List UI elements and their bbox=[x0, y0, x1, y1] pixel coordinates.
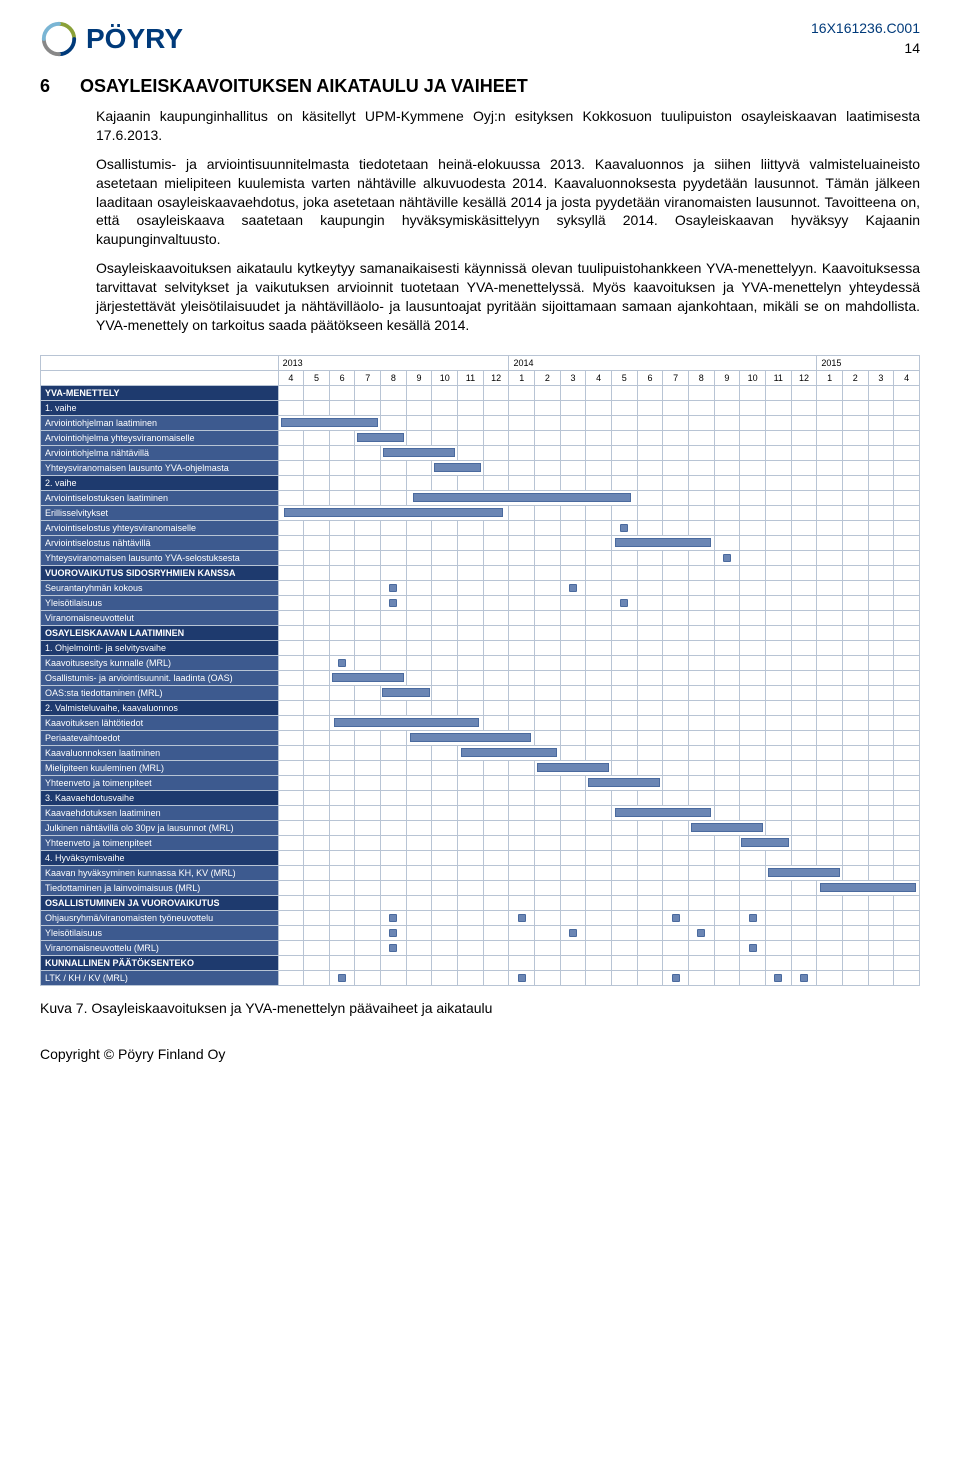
gantt-row-label: OSAYLEISKAAVAN LAATIMINEN bbox=[41, 625, 279, 640]
gantt-row-label: Kaavaehdotuksen laatiminen bbox=[41, 805, 279, 820]
gantt-row-label: Ohjausryhmä/viranomaisten työneuvottelu bbox=[41, 910, 279, 925]
section-number: 6 bbox=[40, 76, 60, 97]
gantt-row-label: Erillisselvitykset bbox=[41, 505, 279, 520]
gantt-row-label: 2. vaihe bbox=[41, 475, 279, 490]
gantt-row-label: Arviointiohjelman laatiminen bbox=[41, 415, 279, 430]
page-header: PÖYRY 16X161236.C001 14 bbox=[40, 20, 920, 58]
gantt-row-label: OAS:sta tiedottaminen (MRL) bbox=[41, 685, 279, 700]
gantt-row-label: Tiedottaminen ja lainvoimaisuus (MRL) bbox=[41, 880, 279, 895]
gantt-row-label: 4. Hyväksymisvaihe bbox=[41, 850, 279, 865]
gantt-row-label: 2. Valmisteluvaihe, kaavaluonnos bbox=[41, 700, 279, 715]
section-heading: 6 OSAYLEISKAAVOITUKSEN AIKATAULU JA VAIH… bbox=[40, 76, 920, 97]
gantt-row-label: VUOROVAIKUTUS SIDOSRYHMIEN KANSSA bbox=[41, 565, 279, 580]
doc-code: 16X161236.C001 bbox=[811, 20, 920, 36]
gantt-row-label: Seurantaryhmän kokous bbox=[41, 580, 279, 595]
gantt-row-label: OSALLISTUMINEN JA VUOROVAIKUTUS bbox=[41, 895, 279, 910]
paragraph: Kajaanin kaupunginhallitus on käsitellyt… bbox=[96, 107, 920, 145]
gantt-row-label: 3. Kaavaehdotusvaihe bbox=[41, 790, 279, 805]
gantt-row-label: Yhteysviranomaisen lausunto YVA-selostuk… bbox=[41, 550, 279, 565]
gantt-row-label: Yhteenveto ja toimenpiteet bbox=[41, 775, 279, 790]
gantt-row-label: Periaatevaihtoedot bbox=[41, 730, 279, 745]
gantt-row-label: Kaavoituksen lähtötiedot bbox=[41, 715, 279, 730]
gantt-row-label: Kaavoitusesitys kunnalle (MRL) bbox=[41, 655, 279, 670]
gantt-row-label: Viranomaisneuvottelut bbox=[41, 610, 279, 625]
logo: PÖYRY bbox=[40, 20, 183, 58]
gantt-row-label: Arviointiselostuksen laatiminen bbox=[41, 490, 279, 505]
section-title: OSAYLEISKAAVOITUKSEN AIKATAULU JA VAIHEE… bbox=[80, 76, 528, 97]
logo-icon bbox=[40, 20, 78, 58]
gantt-row-label: Arviointiohjelma nähtävillä bbox=[41, 445, 279, 460]
gantt-row-label: Yhteysviranomaisen lausunto YVA-ohjelmas… bbox=[41, 460, 279, 475]
gantt-row-label: Mielipiteen kuuleminen (MRL) bbox=[41, 760, 279, 775]
gantt-row-label: Yleisötilaisuus bbox=[41, 595, 279, 610]
paragraph: Osayleiskaavoituksen aikataulu kytkeytyy… bbox=[96, 259, 920, 335]
gantt-chart: 2013201420154567891011121234567891011121… bbox=[40, 355, 920, 986]
copyright-footer: Copyright © Pöyry Finland Oy bbox=[40, 1046, 920, 1062]
gantt-row-label: Julkinen nähtävillä olo 30pv ja lausunno… bbox=[41, 820, 279, 835]
figure-caption: Kuva 7. Osayleiskaavoituksen ja YVA-mene… bbox=[40, 1000, 920, 1016]
gantt-row-label: Arviointiselostus nähtävillä bbox=[41, 535, 279, 550]
logo-text: PÖYRY bbox=[86, 23, 183, 55]
gantt-row-label: Arviointiohjelma yhteysviranomaiselle bbox=[41, 430, 279, 445]
gantt-row-label: KUNNALLINEN PÄÄTÖKSENTEKO bbox=[41, 955, 279, 970]
gantt-row-label: 1. vaihe bbox=[41, 400, 279, 415]
gantt-row-label: LTK / KH / KV (MRL) bbox=[41, 970, 279, 985]
gantt-row-label: Yleisötilaisuus bbox=[41, 925, 279, 940]
gantt-row-label: Arviointiselostus yhteysviranomaiselle bbox=[41, 520, 279, 535]
gantt-row-label: 1. Ohjelmointi- ja selvitysvaihe bbox=[41, 640, 279, 655]
gantt-row-label: Yhteenveto ja toimenpiteet bbox=[41, 835, 279, 850]
gantt-row-label: Osallistumis- ja arviointisuunnit. laadi… bbox=[41, 670, 279, 685]
gantt-row-label: YVA-MENETTELY bbox=[41, 385, 279, 400]
gantt-row-label: Kaavan hyväksyminen kunnassa KH, KV (MRL… bbox=[41, 865, 279, 880]
page-number: 14 bbox=[811, 40, 920, 56]
gantt-row-label: Viranomaisneuvottelu (MRL) bbox=[41, 940, 279, 955]
paragraph: Osallistumis- ja arviointisuunnitelmasta… bbox=[96, 155, 920, 249]
gantt-row-label: Kaavaluonnoksen laatiminen bbox=[41, 745, 279, 760]
